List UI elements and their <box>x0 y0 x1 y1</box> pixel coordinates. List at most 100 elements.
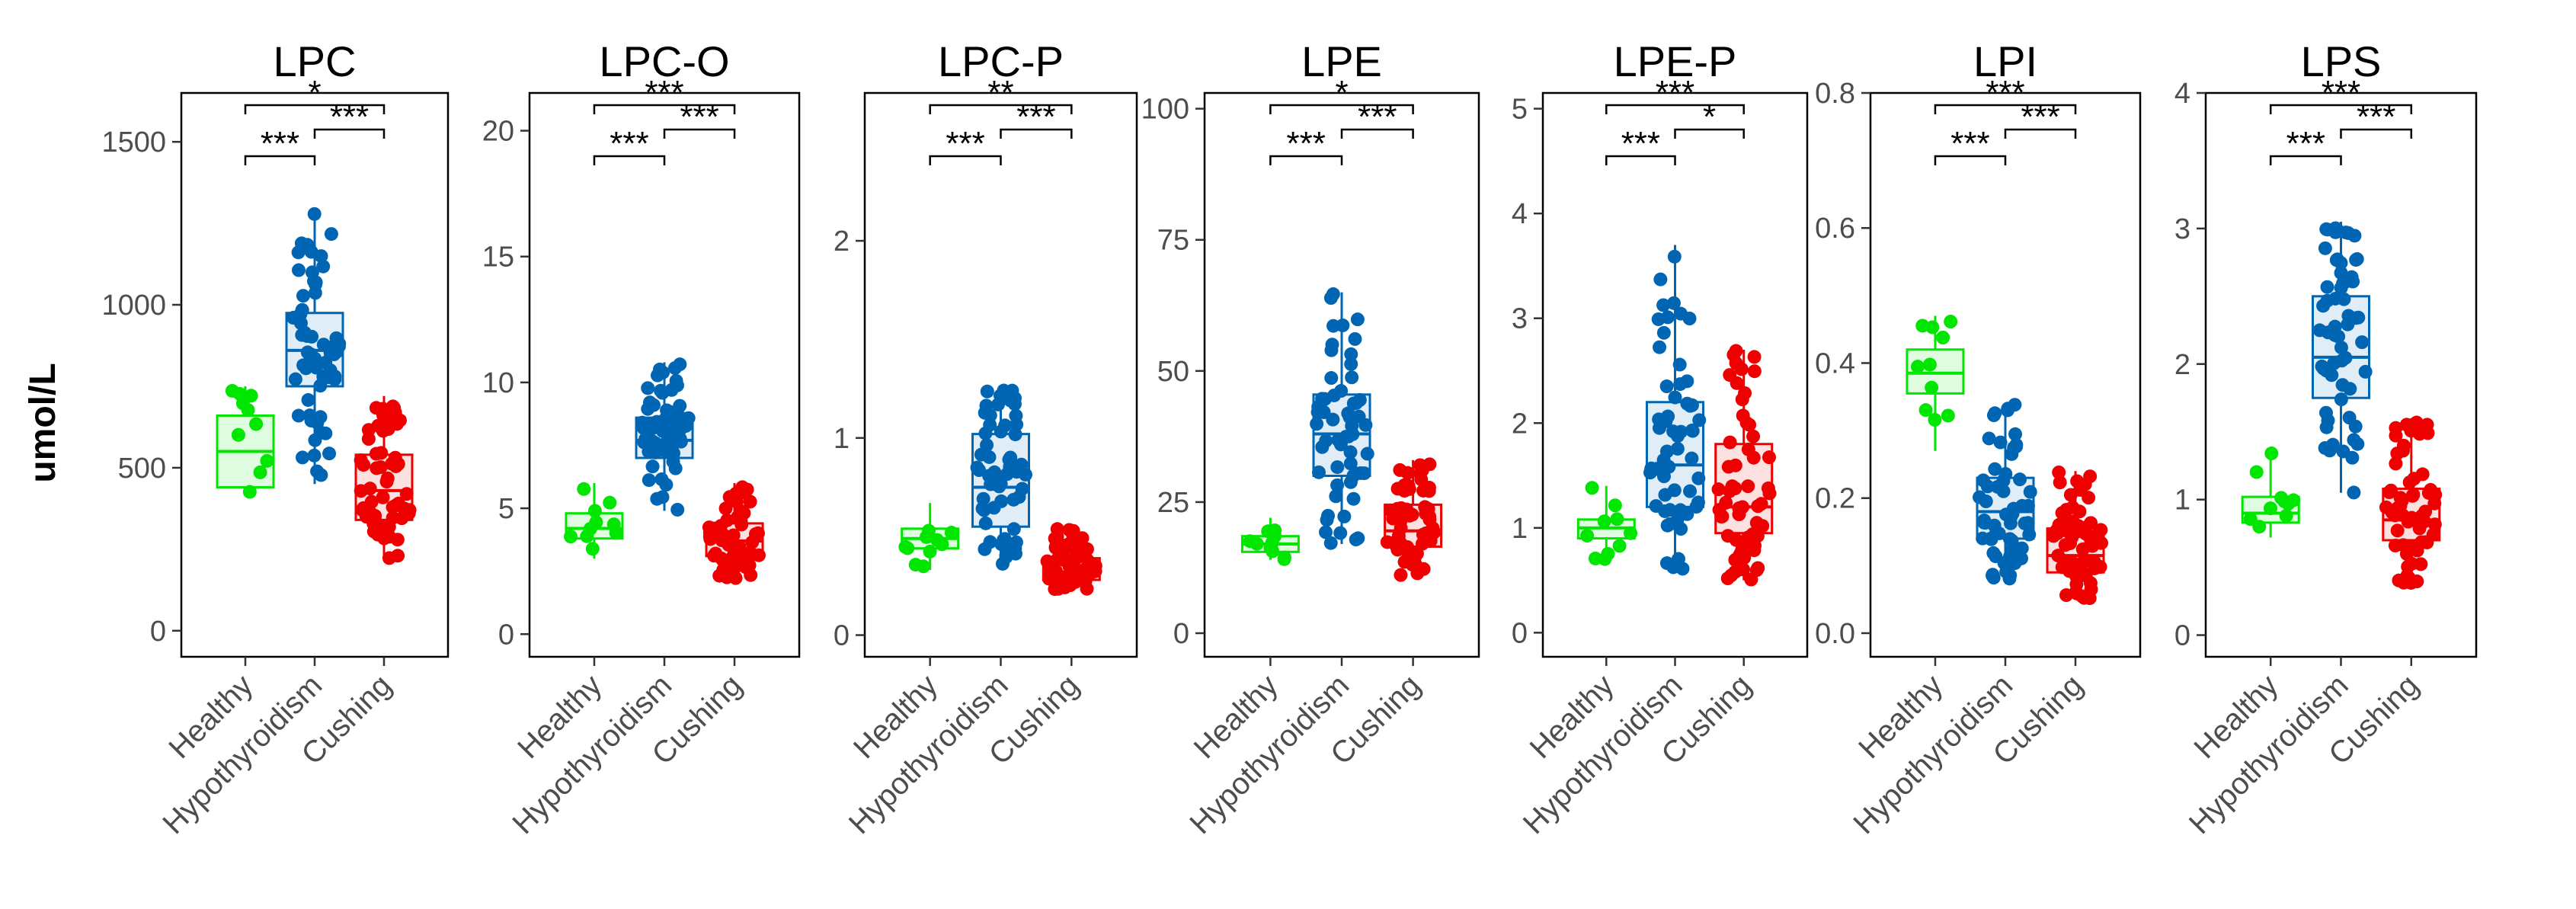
y-tick-label: 2 <box>834 226 850 258</box>
box-cushing <box>2379 415 2443 590</box>
data-point <box>2014 551 2029 565</box>
y-tick-label: 0 <box>834 620 850 652</box>
data-point <box>1762 450 1777 465</box>
data-point <box>1754 497 1768 511</box>
data-point <box>1400 466 1415 480</box>
data-point <box>994 389 1007 403</box>
data-point <box>2355 335 2370 350</box>
significance-label: *** <box>1950 125 1989 162</box>
data-point <box>1422 457 1437 472</box>
data-point <box>1344 357 1358 371</box>
data-point <box>1326 287 1340 302</box>
data-point <box>587 504 602 518</box>
data-point <box>1986 568 2000 583</box>
data-point <box>1730 376 1744 390</box>
y-tick-label: 3 <box>2174 213 2190 245</box>
data-point <box>381 422 395 437</box>
significance-bracket: * <box>1674 98 1745 139</box>
data-point <box>2327 356 2341 370</box>
data-point <box>642 473 656 488</box>
data-point <box>369 446 383 461</box>
significance-bracket: *** <box>244 125 316 165</box>
data-point <box>1724 568 1739 583</box>
significance-label: *** <box>610 125 648 162</box>
data-point <box>2316 299 2331 313</box>
data-point <box>2385 505 2399 520</box>
significance-label: ** <box>987 74 1013 111</box>
data-point <box>1691 471 1706 485</box>
data-point <box>729 495 744 509</box>
data-point <box>1728 482 1742 496</box>
data-point <box>564 530 578 544</box>
data-point <box>1310 405 1325 419</box>
data-point <box>1597 514 1611 529</box>
data-point <box>1747 543 1762 558</box>
data-point <box>645 434 660 449</box>
panel-lpi: LPI0.00.20.40.60.8HealthyHypothyroidismC… <box>1815 37 2142 840</box>
data-point <box>1925 380 1939 395</box>
data-points <box>970 383 1033 571</box>
data-point <box>921 523 936 538</box>
y-tick-label: 10 <box>482 367 514 399</box>
data-point <box>328 372 342 386</box>
y-tick-label: 1000 <box>101 290 166 322</box>
bracket-line <box>2269 155 2342 165</box>
box-healthy <box>1576 481 1638 566</box>
data-point <box>1416 483 1431 498</box>
data-point <box>1319 434 1333 448</box>
y-tick-label: 1 <box>1512 513 1528 545</box>
data-point <box>2402 475 2417 490</box>
y-tick-label: 0.4 <box>1815 347 1855 379</box>
y-tick-label: 1 <box>2174 485 2190 517</box>
data-point <box>2000 403 2014 418</box>
data-point <box>297 325 312 340</box>
data-point <box>976 491 990 506</box>
significance-label: *** <box>1656 74 1694 111</box>
data-point <box>657 438 671 453</box>
data-point <box>1324 371 1339 386</box>
y-tick-label: 2 <box>1512 408 1528 440</box>
data-point <box>654 472 669 487</box>
bracket-line <box>1269 104 1414 114</box>
panel-title: LPC-O <box>599 37 729 85</box>
box-cushing <box>1040 522 1102 597</box>
data-point <box>2279 508 2293 523</box>
data-point <box>389 498 403 513</box>
data-point <box>2087 555 2101 569</box>
data-point <box>2065 530 2079 545</box>
significance-label: *** <box>1358 98 1397 136</box>
data-point <box>577 482 591 496</box>
data-point <box>2264 446 2279 461</box>
data-point <box>2263 501 2277 516</box>
data-point <box>2329 253 2344 267</box>
data-point <box>332 336 347 350</box>
box-hypothyroidism <box>1973 398 2037 586</box>
data-point <box>1310 417 1324 431</box>
data-point <box>898 539 913 554</box>
data-point <box>324 227 338 242</box>
data-point <box>1323 536 1338 550</box>
box-healthy <box>898 503 960 574</box>
data-point <box>1416 562 1431 576</box>
bracket-line <box>1340 128 1414 139</box>
data-point <box>322 446 337 461</box>
data-point <box>2066 514 2080 529</box>
data-point <box>2427 517 2442 532</box>
data-point <box>1321 508 1336 523</box>
data-point <box>1329 489 1343 504</box>
data-point <box>1691 495 1705 510</box>
data-point <box>316 259 331 274</box>
data-point <box>2420 418 2434 432</box>
data-point <box>2094 536 2109 550</box>
box-hypothyroidism <box>2312 221 2373 500</box>
significance-bracket: *** <box>1934 74 2077 114</box>
data-point <box>1755 519 1770 533</box>
data-point <box>382 520 396 534</box>
data-points <box>225 383 274 499</box>
data-point <box>1662 459 1676 474</box>
box-cushing <box>702 480 766 585</box>
data-point <box>651 368 665 382</box>
data-point <box>944 526 958 540</box>
data-point <box>2069 577 2084 591</box>
